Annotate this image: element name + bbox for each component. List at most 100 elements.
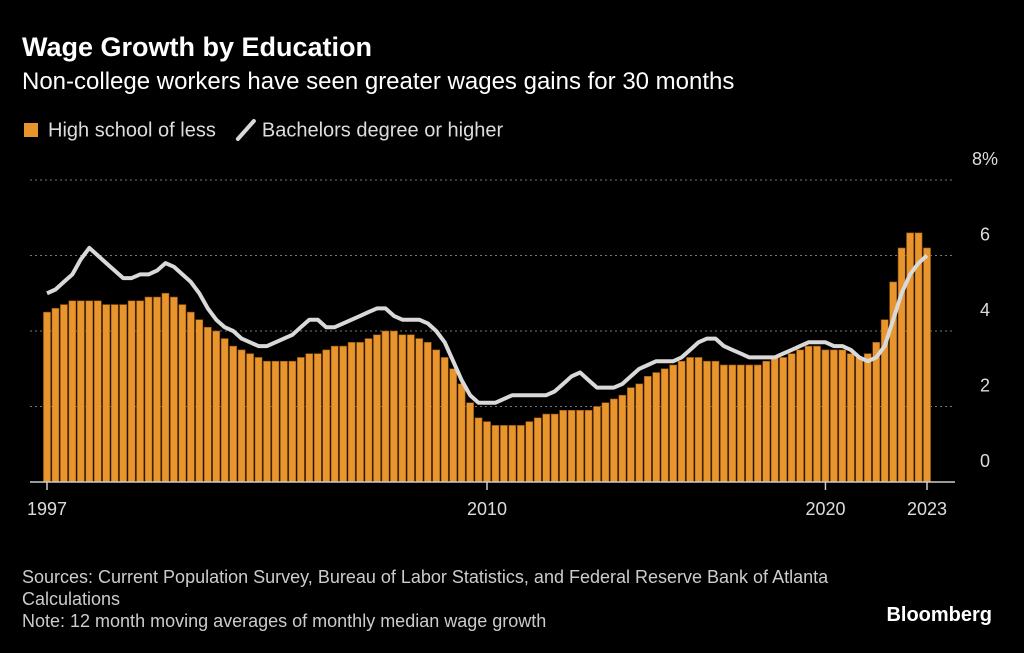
bar <box>356 342 364 483</box>
bar <box>330 345 339 483</box>
legend-label: High school of less <box>48 119 216 141</box>
legend-swatch <box>235 119 256 141</box>
bar <box>626 387 635 483</box>
bar <box>161 292 170 483</box>
bar <box>635 383 644 483</box>
x-tick-label: 2023 <box>907 499 947 519</box>
bar <box>406 334 415 483</box>
bar <box>136 300 144 483</box>
bar <box>212 330 221 483</box>
bar <box>576 409 584 483</box>
bar <box>390 330 398 483</box>
bar <box>753 364 762 483</box>
bar <box>914 232 923 483</box>
bar <box>220 338 229 483</box>
bar <box>804 345 813 483</box>
bar <box>423 342 432 483</box>
note: Note: 12 month moving averages of monthl… <box>22 611 547 631</box>
bar <box>144 296 153 483</box>
bar <box>567 409 576 483</box>
bar <box>296 357 305 483</box>
bar <box>559 409 568 483</box>
bar <box>178 304 187 483</box>
bar <box>76 300 85 483</box>
bar <box>550 413 559 483</box>
y-tick-label: 2 <box>980 375 990 395</box>
bar <box>373 334 381 483</box>
bar <box>119 304 128 483</box>
bar <box>542 413 551 483</box>
bar <box>855 357 864 483</box>
bar <box>322 349 331 483</box>
bar <box>254 357 263 483</box>
bar <box>652 372 661 483</box>
bar <box>186 311 195 483</box>
bar <box>263 360 271 483</box>
bar <box>872 342 881 483</box>
bar <box>483 421 491 483</box>
bar <box>736 364 745 483</box>
bar <box>466 402 474 483</box>
bar <box>593 406 601 483</box>
line <box>46 245 929 405</box>
legend-swatch <box>24 123 38 137</box>
bar <box>432 349 441 483</box>
bar <box>830 349 838 483</box>
bar <box>364 338 373 483</box>
y-tick-label: 8% <box>972 149 998 169</box>
bar <box>669 364 678 483</box>
bar <box>610 398 618 483</box>
bar <box>677 360 686 483</box>
bar <box>170 296 178 483</box>
bar <box>381 330 390 483</box>
bar <box>787 353 796 483</box>
bar <box>821 349 830 483</box>
bar <box>440 357 449 483</box>
bar <box>246 353 254 483</box>
bar <box>770 357 779 483</box>
bar <box>457 383 466 483</box>
bar <box>525 421 534 483</box>
bar <box>491 425 500 483</box>
bar <box>643 375 652 483</box>
bar <box>203 326 212 483</box>
bar <box>779 357 788 483</box>
source-note: Sources: Current Population Survey, Bure… <box>22 567 829 609</box>
bar <box>313 353 322 483</box>
bar <box>229 345 238 483</box>
x-tick-label: 2020 <box>805 499 845 519</box>
bar <box>110 304 119 483</box>
bar <box>584 409 593 483</box>
bar <box>398 334 407 483</box>
brand-logo: Bloomberg <box>886 604 992 626</box>
bar <box>660 368 669 483</box>
x-tick-label: 2010 <box>467 499 507 519</box>
bar <box>280 360 288 483</box>
y-tick-label: 0 <box>980 451 990 471</box>
bar <box>449 368 458 483</box>
chart-title: Wage Growth by Education <box>22 32 373 62</box>
bar <box>43 311 51 483</box>
bar <box>85 300 94 483</box>
bar <box>618 394 627 483</box>
bar <box>686 357 694 483</box>
bar <box>745 364 754 483</box>
bar <box>195 319 204 483</box>
bar <box>127 300 136 483</box>
legend-label: Bachelors degree or higher <box>262 119 504 141</box>
bar <box>271 360 280 483</box>
bar <box>339 345 348 483</box>
bar <box>762 360 771 483</box>
bar <box>93 300 102 483</box>
bar <box>500 425 508 483</box>
bar <box>237 349 246 483</box>
chart-subtitle: Non-college workers have seen greater wa… <box>22 68 735 95</box>
bar <box>728 364 737 483</box>
bar <box>474 417 483 483</box>
y-tick-label: 6 <box>980 224 990 244</box>
bar <box>305 353 314 483</box>
bar <box>508 425 517 483</box>
bar <box>60 304 68 483</box>
bar <box>720 364 728 483</box>
